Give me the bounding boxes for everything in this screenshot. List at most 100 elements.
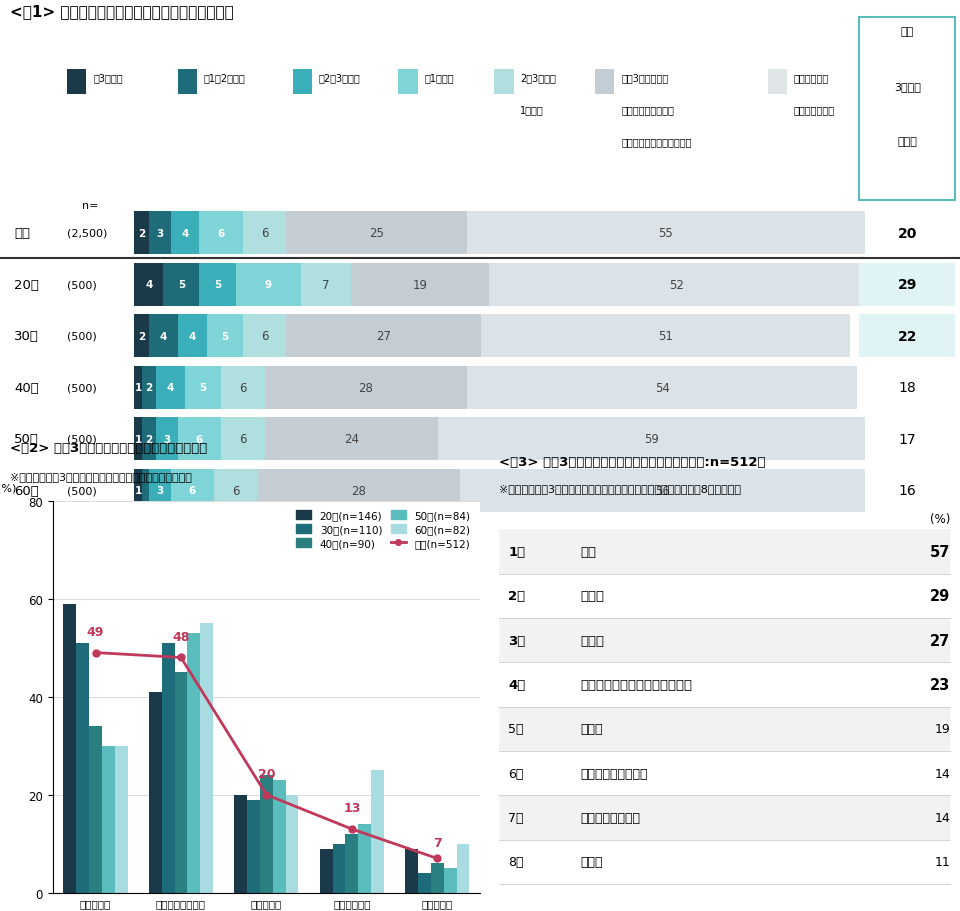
Text: パスタ: パスタ	[581, 855, 603, 868]
Text: 7位: 7位	[508, 811, 524, 824]
Text: 30代: 30代	[14, 330, 39, 343]
Text: 1: 1	[134, 486, 142, 496]
Bar	[431, 864, 444, 893]
Bar	[178, 69, 197, 95]
Bar	[859, 314, 955, 358]
Text: 利用率: 利用率	[898, 137, 917, 147]
Text: 5: 5	[221, 332, 228, 342]
Text: 6: 6	[196, 435, 204, 445]
Text: ラーメンや中華料理: ラーメンや中華料理	[581, 767, 648, 780]
Text: 5位: 5位	[508, 722, 524, 735]
Text: 52: 52	[669, 279, 684, 292]
Bar	[234, 794, 247, 893]
Bar	[300, 263, 351, 306]
Text: 3位: 3位	[508, 634, 525, 647]
Bar	[134, 211, 149, 255]
Bar	[859, 263, 955, 306]
Text: 2: 2	[145, 435, 153, 445]
Text: ピザ: ピザ	[581, 546, 596, 558]
Text: 51: 51	[659, 330, 673, 343]
Text: 60代: 60代	[14, 485, 39, 497]
Text: 7: 7	[323, 279, 329, 292]
Bar	[156, 417, 178, 461]
Text: 28: 28	[351, 485, 366, 497]
Text: 5: 5	[214, 280, 221, 290]
Text: 6: 6	[261, 330, 268, 343]
Text: 56: 56	[655, 485, 669, 497]
Bar	[265, 417, 438, 461]
Bar	[358, 824, 372, 893]
Bar	[89, 726, 102, 893]
Text: 月1日程度: 月1日程度	[424, 73, 454, 83]
Text: 55: 55	[659, 227, 673, 240]
Text: 14: 14	[935, 767, 950, 780]
Text: 全体: 全体	[14, 227, 31, 240]
Text: 6: 6	[261, 227, 268, 240]
Bar	[102, 746, 115, 893]
Text: <図3> 直近3か月間に注文したメニュー（複数回答:n=512）: <図3> 直近3か月間に注文したメニュー（複数回答:n=512）	[499, 456, 766, 468]
Text: 20: 20	[257, 767, 276, 780]
Text: 2: 2	[145, 383, 153, 393]
Text: (%): (%)	[859, 530, 878, 540]
Text: 3: 3	[156, 486, 163, 496]
Text: (500): (500)	[67, 280, 97, 290]
Text: 49: 49	[86, 625, 105, 638]
Bar	[494, 69, 514, 95]
Text: 50代: 50代	[14, 433, 39, 445]
Bar	[149, 211, 171, 255]
Bar	[142, 469, 149, 512]
Text: 4位: 4位	[508, 679, 525, 691]
Text: 11: 11	[935, 855, 950, 868]
Text: 3: 3	[163, 435, 171, 445]
Text: (500): (500)	[67, 486, 97, 496]
Bar	[76, 643, 89, 893]
Bar	[214, 469, 257, 512]
Text: 直近3か月以内に: 直近3か月以内に	[621, 73, 668, 83]
Bar	[134, 263, 163, 306]
Text: (%): (%)	[0, 483, 16, 493]
Text: 週1〜2日程度: 週1〜2日程度	[204, 73, 245, 83]
Bar	[134, 366, 142, 410]
Bar	[161, 643, 175, 893]
Text: 6: 6	[232, 485, 239, 497]
Text: 4: 4	[159, 332, 167, 342]
Bar	[286, 794, 299, 893]
Bar	[142, 366, 156, 410]
Bar	[467, 211, 865, 255]
Bar	[499, 795, 950, 840]
Text: 1: 1	[134, 383, 142, 393]
Text: 利用していないが、: 利用していないが、	[621, 105, 674, 115]
Bar	[156, 366, 185, 410]
Text: カレーや洋食料理: カレーや洋食料理	[581, 811, 640, 824]
Bar	[444, 868, 457, 893]
Bar	[405, 849, 418, 893]
Text: 6: 6	[239, 382, 247, 394]
Text: ※ベース：直近3か月以内にフードデリバリーを注文した人／上位8項目を抜粋: ※ベース：直近3か月以内にフードデリバリーを注文した人／上位8項目を抜粋	[499, 484, 741, 494]
Text: 今までに利用: 今までに利用	[794, 73, 829, 83]
Text: ※ベース：直近3か月以内にフードデリバリーを注文した人: ※ベース：直近3か月以内にフードデリバリーを注文した人	[10, 472, 191, 482]
Bar	[149, 692, 161, 893]
Bar	[595, 69, 614, 95]
Text: 54: 54	[655, 382, 669, 394]
Text: したことはない: したことはない	[794, 105, 835, 115]
Text: 1日程度: 1日程度	[520, 105, 544, 115]
Text: 20: 20	[898, 227, 917, 241]
Text: 8位: 8位	[508, 855, 524, 868]
Bar	[859, 18, 955, 200]
Bar	[178, 314, 206, 358]
Text: <図2> 直近3か月間の利用チャネル（複数回答）: <図2> 直近3か月間の利用チャネル（複数回答）	[10, 442, 206, 455]
Text: 週3日以上: 週3日以上	[93, 73, 123, 83]
Bar	[142, 417, 156, 461]
Text: 6位: 6位	[508, 767, 523, 780]
Bar	[247, 800, 260, 893]
Bar	[134, 314, 149, 358]
Text: 48: 48	[172, 630, 190, 643]
Text: 29: 29	[898, 278, 917, 292]
Text: (500): (500)	[67, 383, 97, 393]
Bar	[768, 69, 787, 95]
Text: 直近: 直近	[900, 27, 914, 37]
Bar	[293, 69, 312, 95]
Bar	[332, 844, 346, 893]
Text: 5: 5	[200, 383, 206, 393]
Bar	[438, 417, 865, 461]
